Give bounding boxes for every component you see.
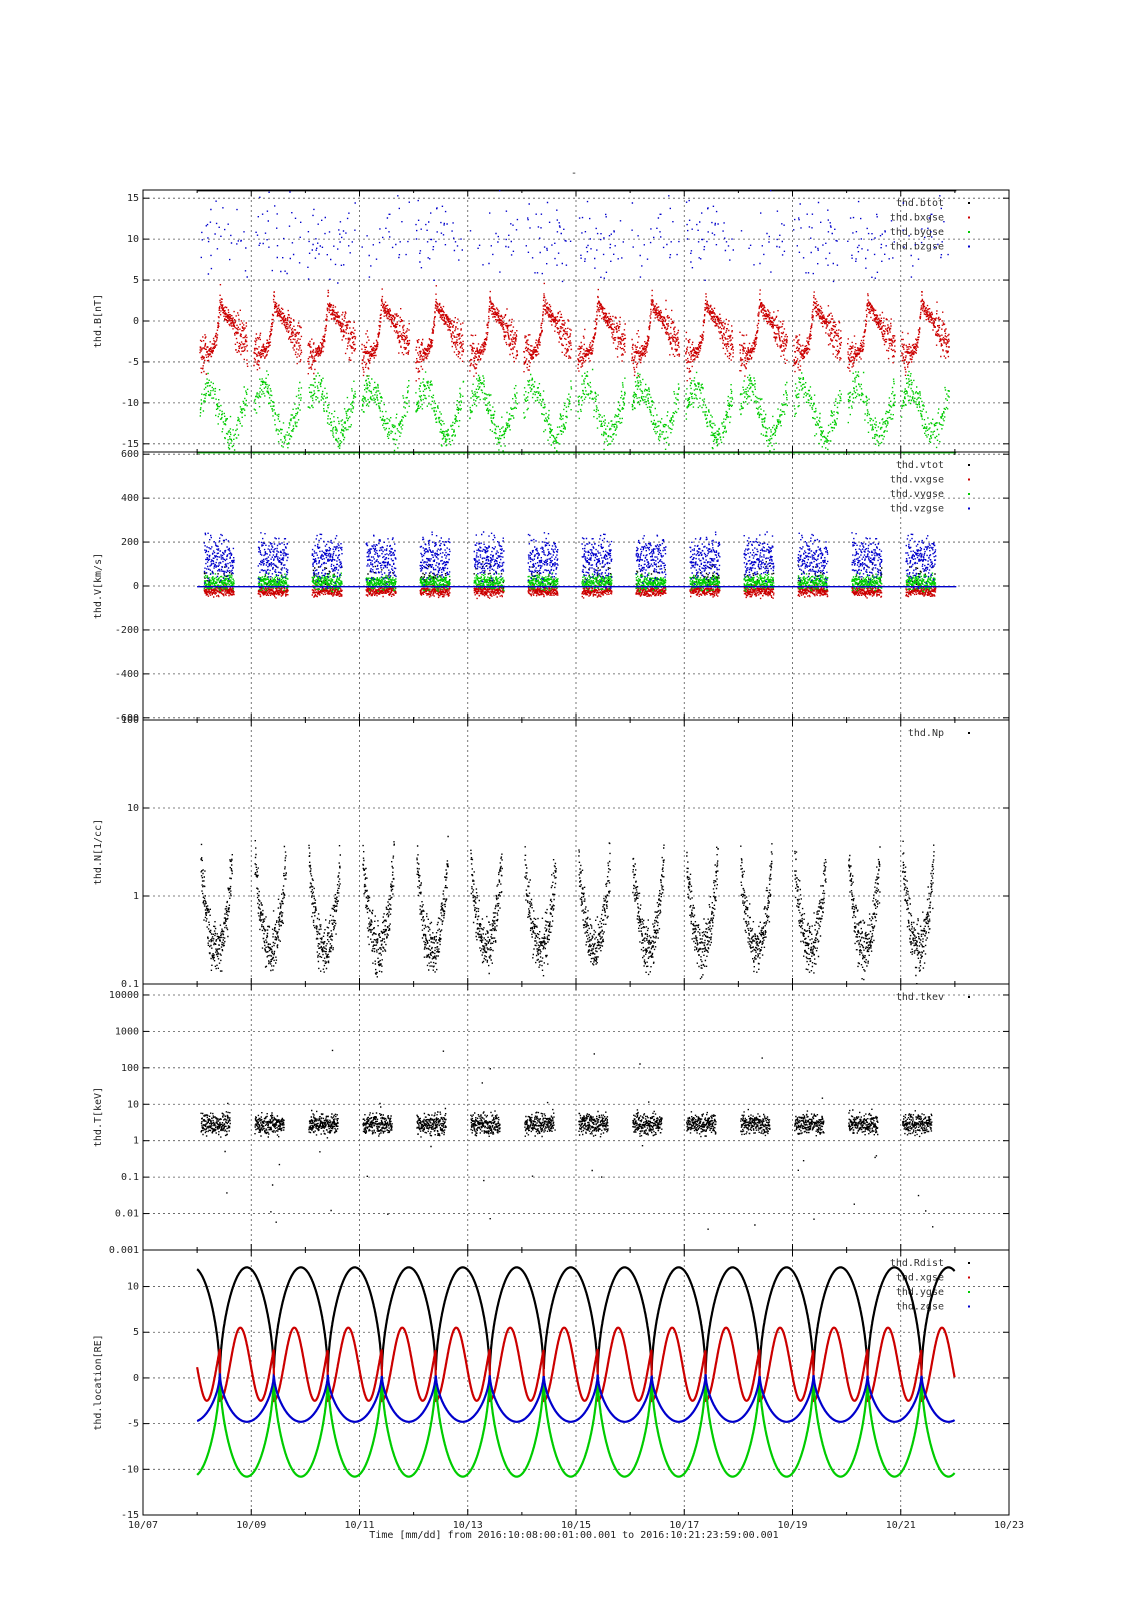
legend-marker (968, 1305, 970, 1308)
legend-entry: thd.Np (908, 728, 944, 739)
panel-5: -15 -10 -5 0 5 10 thd.location[RE] thd.Rdist thd… (93, 1249, 1024, 1531)
legend-entry: thd.xgse (896, 1273, 944, 1284)
x-tick-label: 10/15 (561, 1520, 591, 1531)
y-axis-label: thd.T[keV] (93, 1087, 104, 1147)
y-tick-label: -5 (127, 1419, 139, 1430)
y-tick-label: 0 (133, 1373, 139, 1384)
legend-marker (968, 464, 970, 466)
y-tick-label: 600 (121, 449, 139, 460)
y-tick-label: 10000 (109, 990, 139, 1001)
series-points (200, 1049, 934, 1230)
legend-entry: thd.bygse (890, 227, 944, 238)
y-tick-label: 1 (133, 891, 139, 902)
y-tick-label: -10 (121, 398, 139, 409)
x-tick-label: 10/17 (669, 1520, 699, 1531)
legend-marker (968, 202, 970, 204)
x-tick-label: 10/19 (777, 1520, 807, 1531)
legend-entry: thd.bzgse (890, 242, 944, 253)
y-tick-label: -10 (121, 1464, 139, 1475)
y-tick-label: 10 (127, 1099, 139, 1110)
series-line (196, 1266, 956, 1376)
figure-title: - (571, 168, 577, 179)
y-tick-label: -15 (121, 1510, 139, 1521)
series-line (196, 1373, 956, 1478)
series-points (197, 190, 957, 192)
y-axis-label: thd.location[RE] (93, 1334, 104, 1430)
legend-marker (968, 732, 970, 734)
y-axis-label: thd.V[km/s] (93, 553, 104, 619)
legend-entry: thd.vxgse (890, 475, 944, 486)
y-tick-label: 0 (133, 581, 139, 592)
y-tick-label: 10 (127, 1282, 139, 1293)
y-tick-label: 1000 (115, 1026, 139, 1037)
y-tick-label: -5 (127, 357, 139, 368)
panel-4: 0.001 0.01 0.1 1 10 100 1000 10000 thd.T[keV] thd… (93, 983, 1010, 1256)
y-axis-label: thd.N[1/cc] (93, 819, 104, 885)
x-tick-label: 10/09 (236, 1520, 266, 1531)
legend-entry: thd.Rdist (890, 1258, 944, 1269)
legend-marker (968, 216, 970, 219)
legend-marker (968, 1276, 970, 1279)
y-axis-label: thd.B[nT] (93, 294, 104, 348)
y-tick-label: 0.01 (115, 1209, 139, 1220)
y-tick-label: 400 (121, 493, 139, 504)
x-axis-label: Time [mm/dd] from 2016:10:08:00:01:00.00… (369, 1530, 778, 1541)
y-tick-label: 10 (127, 803, 139, 814)
series-line (196, 1373, 956, 1423)
y-tick-label: 1 (133, 1136, 139, 1147)
series-points (200, 190, 949, 284)
legend-marker (968, 478, 970, 481)
y-tick-label: 100 (121, 715, 139, 726)
y-tick-label: 5 (133, 275, 139, 286)
x-tick-label: 10/21 (886, 1520, 916, 1531)
y-tick-label: -400 (115, 669, 139, 680)
legend-entry: thd.vzgse (890, 504, 944, 515)
x-tick-label: 10/23 (994, 1520, 1024, 1531)
panel-1: -15 -10 -5 0 5 10 15 thd.B[nT] thd.btot thd.bxgse… (93, 189, 1010, 454)
series-dots (197, 531, 957, 600)
legend-marker (968, 493, 970, 495)
legend-marker (968, 1291, 970, 1293)
legend-entry: thd.ygse (896, 1287, 944, 1298)
y-tick-label: 10 (127, 234, 139, 245)
legend-marker (968, 1262, 970, 1264)
panel-2: -600 -400 -200 0 200 400 600 thd.V[km/s] thd.vto… (93, 449, 1010, 724)
series-line (196, 1326, 956, 1403)
y-tick-label: 5 (133, 1327, 139, 1338)
x-tick-label: 10/13 (453, 1520, 483, 1531)
y-tick-label: 200 (121, 537, 139, 548)
y-tick-label: -15 (121, 439, 139, 450)
legend-marker (968, 996, 970, 998)
legend-marker (968, 231, 970, 233)
y-tick-label: 15 (127, 193, 139, 204)
legend-entry: thd.vygse (890, 489, 944, 500)
legend-entry: thd.vtot (896, 460, 944, 471)
legend-entry: thd.tkev (896, 992, 944, 1003)
series-points (197, 368, 957, 454)
panel-3: 0.1 1 10 100 thd.N[1/cc] thd.Np (93, 715, 1010, 990)
series-points (197, 531, 957, 589)
legend-marker (968, 245, 970, 248)
series-dots (197, 190, 957, 454)
y-tick-label: 0.1 (121, 1172, 139, 1183)
x-tick-label: 10/07 (128, 1520, 158, 1531)
y-tick-label: 0 (133, 316, 139, 327)
y-tick-label: -200 (115, 625, 139, 636)
legend-marker (968, 507, 970, 510)
y-tick-label: 0.001 (109, 1245, 139, 1256)
series-dots (200, 1049, 934, 1230)
y-tick-label: 100 (121, 1063, 139, 1074)
series-points (200, 835, 935, 985)
x-tick-label: 10/11 (344, 1520, 374, 1531)
series-dots (200, 835, 935, 985)
legend-entry: thd.zgse (896, 1302, 944, 1313)
series-points (199, 282, 950, 382)
legend-entry: thd.btot (896, 198, 944, 209)
y-tick-label: -600 (115, 713, 139, 724)
legend-entry: thd.bxgse (890, 213, 944, 224)
y-tick-label: 0.1 (121, 979, 139, 990)
